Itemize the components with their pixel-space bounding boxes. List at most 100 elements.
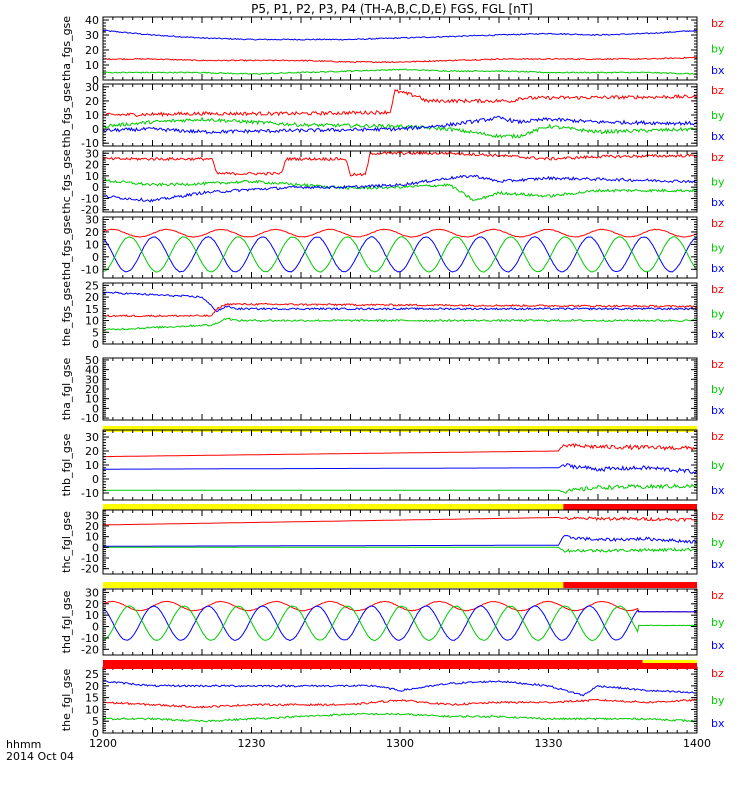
footer-date: 2014 Oct 04: [6, 750, 74, 763]
y-tick-label: 10: [85, 459, 99, 472]
legend-bz: bz: [711, 17, 724, 30]
legend-bz: bz: [711, 217, 724, 230]
legend-by: by: [711, 694, 725, 707]
series-line-bx: [103, 680, 697, 697]
legend-bz: bz: [711, 589, 724, 602]
series-line-bx: [103, 462, 697, 474]
footer-hhmm: hhmm: [6, 738, 41, 751]
plot-frame: [102, 282, 698, 345]
series-line-by: [103, 178, 697, 202]
series-line-by: [103, 236, 697, 273]
status-bar-yellow: [103, 426, 697, 432]
series-group: [103, 516, 697, 554]
y-tick-label: 20: [85, 95, 99, 108]
legend-by: by: [711, 109, 725, 122]
y-axis-label: thb_fgs_gse: [60, 82, 73, 148]
y-tick-label: 20: [85, 159, 99, 172]
legend-by: by: [711, 176, 725, 189]
y-tick-label: -10: [81, 552, 99, 565]
y-tick-label: 30: [85, 373, 99, 386]
plot-frame: [102, 216, 698, 279]
x-tick-label: 1330: [535, 737, 563, 750]
series-line-bx: [103, 115, 697, 135]
panel-tha_fgs_gse: 0 10 20 30 40 tha_fgs_gse bz by bx: [60, 14, 725, 87]
plot-frame: [102, 588, 698, 656]
legend-bx: bx: [711, 639, 725, 652]
legend-bx: bx: [711, 64, 725, 77]
plot-frame: [102, 150, 698, 213]
y-tick-label: 0: [92, 541, 99, 554]
y-axis-label: thc_fgl_gse: [60, 511, 73, 573]
y-tick-label: 10: [85, 238, 99, 251]
legend-bx: bx: [711, 404, 725, 417]
legend-by: by: [711, 459, 725, 472]
y-tick-label: 5: [92, 326, 99, 339]
y-tick-label: 50: [85, 354, 99, 367]
y-tick-label: -20: [81, 204, 99, 217]
y-tick-label: 15: [85, 692, 99, 705]
y-tick-label: 40: [85, 14, 99, 27]
series-line-bz: [103, 89, 697, 118]
status-bar-yellow: [103, 504, 564, 510]
y-tick-label: -10: [81, 137, 99, 150]
x-axis: 1200 1230 1300 1330 1400: [89, 737, 711, 750]
y-tick-label: 20: [85, 383, 99, 396]
legend-by: by: [711, 242, 725, 255]
legend-bz: bz: [711, 358, 724, 371]
x-tick-label: 1400: [683, 737, 711, 750]
series-line-bx: [103, 534, 697, 547]
status-bar-red: [103, 663, 697, 669]
y-tick-label: -10: [81, 412, 99, 425]
y-tick-label: 10: [85, 59, 99, 72]
y-axis-label: tha_fgs_gse: [60, 16, 73, 81]
y-tick-label: 25: [85, 668, 99, 681]
series-line-bz: [103, 56, 697, 64]
y-tick-label: 10: [85, 109, 99, 122]
series-line-bx: [103, 174, 697, 203]
y-tick-label: 20: [85, 445, 99, 458]
y-tick-label: 10: [85, 315, 99, 328]
y-tick-label: 20: [85, 291, 99, 304]
legend-bx: bx: [711, 328, 725, 341]
y-tick-label: -20: [81, 563, 99, 576]
y-axis-label: thd_fgs_gse: [60, 215, 73, 281]
series-line-by: [103, 68, 697, 76]
series-line-by: [103, 483, 697, 494]
y-tick-label: 20: [85, 226, 99, 239]
legend-by: by: [711, 308, 725, 321]
x-tick-label: 1230: [238, 737, 266, 750]
legend-bz: bz: [711, 510, 724, 523]
y-axis-label: the_fgl_gse: [60, 669, 73, 732]
y-tick-label: 20: [85, 680, 99, 693]
y-tick-label: 30: [85, 509, 99, 522]
chart-title: P5, P1, P2, P3, P4 (TH-A,B,C,D,E) FGS, F…: [251, 2, 533, 16]
legend-by: by: [711, 383, 725, 396]
x-tick-label: 1200: [89, 737, 117, 750]
y-tick-label: 10: [85, 170, 99, 183]
series-line-bz: [103, 228, 697, 238]
status-bar-yellow: [103, 582, 564, 588]
y-tick-label: 30: [85, 586, 99, 599]
y-tick-label: 0: [92, 727, 99, 740]
y-tick-label: 10: [85, 609, 99, 622]
y-axis-label: thb_fgl_gse: [60, 433, 73, 496]
series-group: [103, 29, 697, 76]
legend-bx: bx: [711, 196, 725, 209]
y-tick-label: -10: [81, 487, 99, 500]
y-tick-label: 30: [85, 81, 99, 94]
y-tick-label: 15: [85, 303, 99, 316]
y-tick-label: -10: [81, 263, 99, 276]
y-tick-label: 0: [92, 473, 99, 486]
series-line-bx: [103, 291, 697, 313]
series-line-by: [103, 546, 697, 554]
series-line-bz: [103, 600, 697, 613]
status-bar-red: [563, 582, 697, 588]
y-axis-label: the_fgs_gse: [60, 281, 73, 346]
